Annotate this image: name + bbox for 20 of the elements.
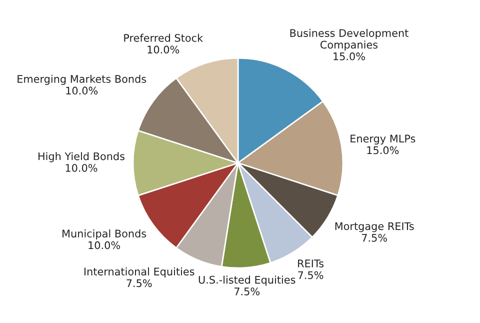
data-label: 10.0%: [66, 164, 98, 172]
data-label: 10.0%: [148, 46, 180, 54]
slice-label: REITs: [298, 260, 324, 268]
slice-label: Municipal Bonds: [62, 229, 146, 240]
data-label: 15.0%: [334, 52, 365, 60]
slice-label: Business Development Companies: [290, 28, 408, 51]
data-label: 7.5%: [298, 271, 324, 280]
data-label: 7.5%: [234, 288, 260, 296]
slice-label: International Equities: [84, 267, 194, 278]
data-label: 7.5%: [362, 234, 388, 242]
slice-label: Emerging Markets Bonds: [18, 74, 146, 85]
slice-label: High Yield Bonds: [38, 152, 124, 162]
slice-label: U.S.-listed Equities: [198, 276, 296, 286]
slice-label: Energy MLPs: [350, 134, 416, 145]
slice-label: Mortgage REITs: [335, 222, 414, 232]
slice-label: Preferred Stock: [124, 34, 204, 42]
data-label: 10.0%: [88, 241, 120, 250]
data-label: 10.0%: [66, 86, 98, 95]
data-label: 15.0%: [367, 146, 399, 154]
data-label: 7.5%: [126, 279, 152, 288]
